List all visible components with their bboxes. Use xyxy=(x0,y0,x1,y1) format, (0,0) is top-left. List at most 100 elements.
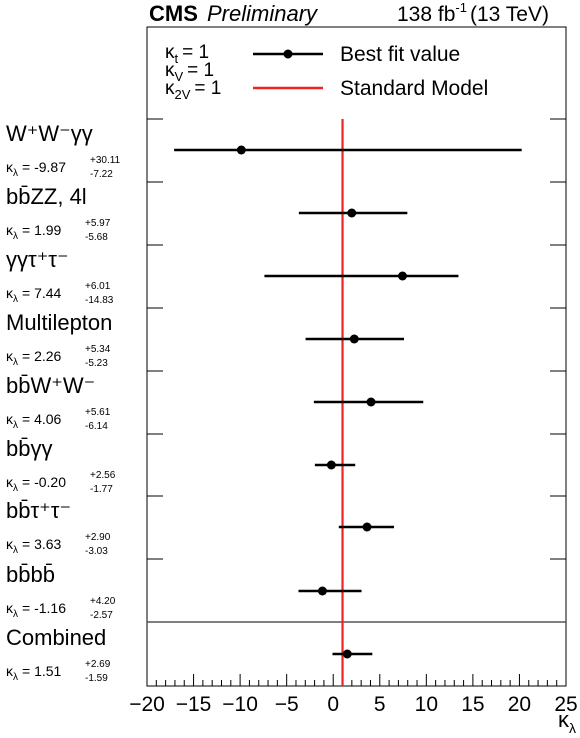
kappa-value-label: κλ = -9.87 xyxy=(6,159,66,179)
kappa-subscript: λ xyxy=(13,672,18,683)
best-fit-point xyxy=(366,397,376,407)
x-tick-label: −15 xyxy=(176,693,212,716)
uncertainty-down: -5.68 xyxy=(85,232,108,243)
uncertainty-down: -1.77 xyxy=(90,484,113,495)
kappa-central-value: = 1.99 xyxy=(22,222,62,238)
kappa-subscript: λ xyxy=(13,231,18,242)
uncertainty-down: -7.22 xyxy=(90,169,113,180)
kappa-2v-label: κ2V = 1 xyxy=(165,78,221,102)
kappa-value-label: κλ = 7.44 xyxy=(6,285,62,305)
uncertainty-up: +5.34 xyxy=(85,344,111,355)
kappa-value-label: κλ = 1.51 xyxy=(6,663,62,683)
kappa-symbol: κ xyxy=(6,536,14,552)
best-fit-point xyxy=(397,271,407,281)
kappa-value-label: κλ = 2.26 xyxy=(6,348,62,368)
best-fit-point xyxy=(326,460,336,470)
channel-name: Multilepton xyxy=(6,310,112,335)
kappa-2v-sub: 2V xyxy=(175,87,191,102)
x-axis-title-sub: λ xyxy=(569,720,576,736)
uncertainty-up: +5.97 xyxy=(85,218,111,229)
channel-row: bb̄bb̄ κλ = -1.16 +4.20 -2.57 xyxy=(6,562,362,621)
kappa-central-value: = 2.26 xyxy=(22,348,62,364)
kappa-central-value: = 1.51 xyxy=(22,663,62,679)
kappa-central-value: = -1.16 xyxy=(22,600,66,616)
legend-best-fit-label: Best fit value xyxy=(340,43,460,66)
uncertainty-down: -2.57 xyxy=(90,610,113,621)
legend-sm-label: Standard Model xyxy=(340,77,488,100)
kappa-symbol: κ xyxy=(6,663,14,679)
kappa-2v-value: = 1 xyxy=(194,78,221,99)
channel-name: W⁺W⁻γγ xyxy=(6,121,93,146)
kappa-v-sub: V xyxy=(175,69,184,84)
kappa-t-value: = 1 xyxy=(182,42,209,63)
x-tick-label: −10 xyxy=(222,693,258,716)
uncertainty-down: -14.83 xyxy=(85,295,114,306)
kappa-symbol: κ xyxy=(6,222,14,238)
kappa-symbol: κ xyxy=(6,411,14,427)
kappa-value-label: κλ = 4.06 xyxy=(6,411,62,431)
kappa-subscript: λ xyxy=(13,609,18,620)
experiment-label: CMS xyxy=(149,1,198,26)
uncertainty-down: -3.03 xyxy=(85,546,108,557)
kappa-central-value: = 4.06 xyxy=(22,411,62,427)
row-separator-ticks xyxy=(147,118,566,560)
legend-best-fit-marker xyxy=(283,49,293,59)
channel-row: bb̄γγ κλ = -0.20 +2.56 -1.77 xyxy=(6,436,356,495)
channel-name: γγτ⁺τ⁻ xyxy=(6,247,69,272)
channel-name: Combined xyxy=(6,625,106,650)
x-tick-label: 20 xyxy=(508,693,531,716)
lumi-value: 138 fb xyxy=(397,3,455,26)
best-fit-point xyxy=(236,145,246,155)
energy-value: (13 TeV) xyxy=(470,3,549,26)
best-fit-point xyxy=(347,208,357,218)
uncertainty-down: -5.23 xyxy=(85,358,108,369)
x-axis: −20 −15 −10 −5 0 5 10 15 20 25 xyxy=(129,674,578,716)
kappa-v-symbol: κ xyxy=(165,60,175,81)
uncertainty-up: +4.20 xyxy=(90,596,116,607)
kappa-central-value: = 7.44 xyxy=(22,285,62,301)
kappa-v-value: = 1 xyxy=(187,60,214,81)
x-axis-title: κλ xyxy=(558,707,576,736)
x-tick-label: 25 xyxy=(554,693,577,716)
best-fit-point xyxy=(362,522,372,532)
channel-name: bb̄τ⁺τ⁻ xyxy=(6,498,71,523)
uncertainty-up: +2.69 xyxy=(85,659,111,670)
channel-row: bb̄W⁺W⁻ κλ = 4.06 +5.61 -6.14 xyxy=(6,373,424,432)
kappa-symbol: κ xyxy=(6,159,14,175)
best-fit-point xyxy=(342,649,352,659)
kappa-2v-symbol: κ xyxy=(165,78,175,99)
uncertainty-up: +5.61 xyxy=(85,407,111,418)
kappa-t-symbol: κ xyxy=(165,42,175,63)
x-tick-label: 10 xyxy=(415,693,438,716)
kappa-symbol: κ xyxy=(6,348,14,364)
uncertainty-up: +2.56 xyxy=(90,470,116,481)
uncertainty-up: +6.01 xyxy=(85,281,111,292)
kappa-value-label: κλ = -0.20 xyxy=(6,474,66,494)
kappa-subscript: λ xyxy=(13,420,18,431)
kappa-central-value: = -9.87 xyxy=(22,159,66,175)
kappa-value-label: κλ = -1.16 xyxy=(6,600,66,620)
uncertainty-down: -6.14 xyxy=(85,421,108,432)
channel-row: Multilepton κλ = 2.26 +5.34 -5.23 xyxy=(6,310,404,369)
channel-name: bb̄γγ xyxy=(6,436,52,461)
lumi-exponent: -1 xyxy=(455,0,467,15)
channel-row: W⁺W⁻γγ κλ = -9.87 +30.11 -7.22 xyxy=(6,121,522,180)
kappa-v-label: κV = 1 xyxy=(165,60,214,84)
kappa-value-label: κλ = 3.63 xyxy=(6,536,62,556)
plot-frame xyxy=(146,26,567,687)
kappa-value-label: κλ = 1.99 xyxy=(6,222,62,242)
x-tick-label: −5 xyxy=(275,693,299,716)
x-axis-title-symbol: κ xyxy=(558,707,570,732)
kappa-subscript: λ xyxy=(13,357,18,368)
channel-row: bb̄τ⁺τ⁻ κλ = 3.63 +2.90 -3.03 xyxy=(6,498,395,557)
channel-name: bb̄bb̄ xyxy=(6,562,55,587)
kappa-symbol: κ xyxy=(6,285,14,301)
channel-name: bb̄ZZ, 4l xyxy=(6,184,87,209)
x-tick-label: 15 xyxy=(461,693,484,716)
uncertainty-up: +2.90 xyxy=(85,532,111,543)
status-label: Preliminary xyxy=(207,1,319,26)
kappa-central-value: = -0.20 xyxy=(22,474,66,490)
legend: Best fit value Standard Model xyxy=(253,43,488,100)
